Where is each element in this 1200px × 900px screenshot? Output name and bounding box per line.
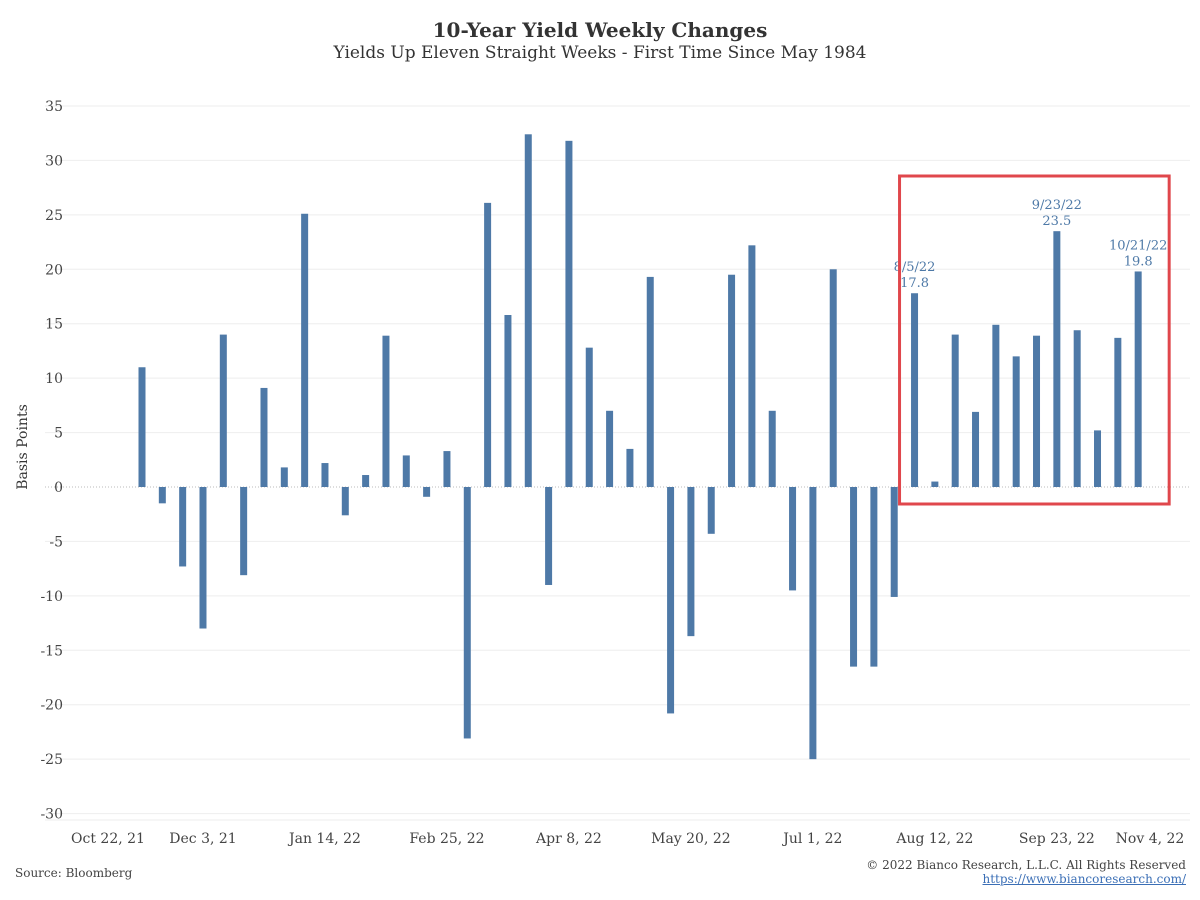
bar: [585, 347, 593, 487]
bar: [1053, 231, 1061, 487]
bar: [463, 487, 471, 739]
bar: [992, 324, 1000, 487]
bar: [687, 487, 695, 637]
y-tick-label: 0: [54, 480, 63, 496]
bar: [707, 487, 715, 534]
chart-subtitle: Yields Up Eleven Straight Weeks - First …: [333, 43, 867, 63]
bar: [565, 140, 573, 487]
bar: [1114, 337, 1122, 487]
x-tick-label: Sep 23, 22: [1019, 831, 1095, 847]
bar: [972, 411, 980, 487]
y-tick-label: 10: [45, 371, 63, 387]
bar: [362, 475, 370, 487]
bar: [728, 274, 736, 487]
bar: [667, 487, 675, 714]
bar: [219, 334, 227, 487]
bar: [850, 487, 858, 667]
x-tick-label: May 20, 22: [651, 831, 731, 847]
bar: [1073, 330, 1081, 487]
x-tick-label: Nov 4, 22: [1116, 831, 1185, 847]
bar: [138, 367, 146, 487]
bar: [768, 410, 776, 487]
x-tick-label: Jul 1, 22: [781, 831, 842, 847]
y-tick-label: 30: [45, 153, 63, 169]
y-tick-label: -25: [40, 752, 63, 768]
bar: [341, 487, 349, 516]
bar: [911, 293, 919, 487]
bar: [626, 448, 634, 487]
bar: [443, 451, 451, 487]
y-tick-label: 25: [45, 208, 63, 224]
bar: [1134, 271, 1142, 487]
bar: [524, 134, 532, 488]
annotation-value: 17.8: [900, 276, 929, 291]
bar: [423, 487, 431, 497]
bar: [931, 481, 939, 487]
bar: [1094, 430, 1102, 487]
x-tick-label: Feb 25, 22: [409, 831, 484, 847]
bar: [545, 487, 553, 585]
highlight-box: [898, 174, 1171, 506]
y-tick-label: -10: [40, 589, 63, 605]
bar: [789, 487, 797, 591]
copyright: © 2022 Bianco Research, L.L.C. All Right…: [866, 858, 1186, 872]
annotation-value: 19.8: [1124, 254, 1153, 269]
bar: [260, 387, 268, 487]
bar: [890, 487, 898, 597]
y-tick-label: 5: [54, 426, 63, 442]
bar: [158, 487, 166, 504]
y-tick-label: -5: [49, 534, 63, 550]
annotation-date: 10/21/22: [1109, 238, 1167, 253]
bar: [1012, 356, 1020, 487]
bar: [829, 269, 837, 487]
bar: [484, 202, 492, 487]
x-tick-label: Apr 8, 22: [535, 831, 602, 847]
y-tick-label: 20: [45, 262, 63, 278]
bar: [382, 335, 390, 487]
x-tick-label: Aug 12, 22: [895, 831, 973, 847]
bar: [646, 276, 654, 487]
bar: [321, 463, 329, 487]
y-tick-label: 15: [45, 317, 63, 333]
bar: [748, 245, 756, 487]
x-tick-label: Dec 3, 21: [169, 831, 236, 847]
annotation-date: 8/5/22: [894, 260, 936, 275]
y-tick-label: 35: [45, 99, 63, 115]
y-tick-label: -30: [40, 807, 63, 823]
y-axis-label: Basis Points: [15, 404, 31, 490]
website-link[interactable]: https://www.biancoresearch.com/: [982, 872, 1186, 886]
y-tick-label: -20: [40, 698, 63, 714]
bar: [809, 487, 817, 760]
bar: [280, 467, 288, 487]
bar: [504, 315, 512, 487]
chart-title: 10-Year Yield Weekly Changes: [432, 18, 768, 42]
y-tick-label: -15: [40, 643, 63, 659]
bar: [951, 334, 959, 487]
bar: [402, 455, 410, 487]
x-tick-label: Jan 14, 22: [287, 831, 361, 847]
bar: [606, 410, 614, 487]
source-note: Source: Bloomberg: [15, 866, 133, 880]
bar: [301, 213, 309, 487]
bar: [1033, 335, 1041, 487]
bar: [240, 487, 248, 576]
bar: [870, 487, 878, 667]
x-tick-label: Oct 22, 21: [71, 831, 145, 847]
bar: [199, 487, 207, 629]
annotation-value: 23.5: [1042, 214, 1071, 229]
bar: [179, 487, 187, 567]
annotation-date: 9/23/22: [1032, 198, 1082, 213]
